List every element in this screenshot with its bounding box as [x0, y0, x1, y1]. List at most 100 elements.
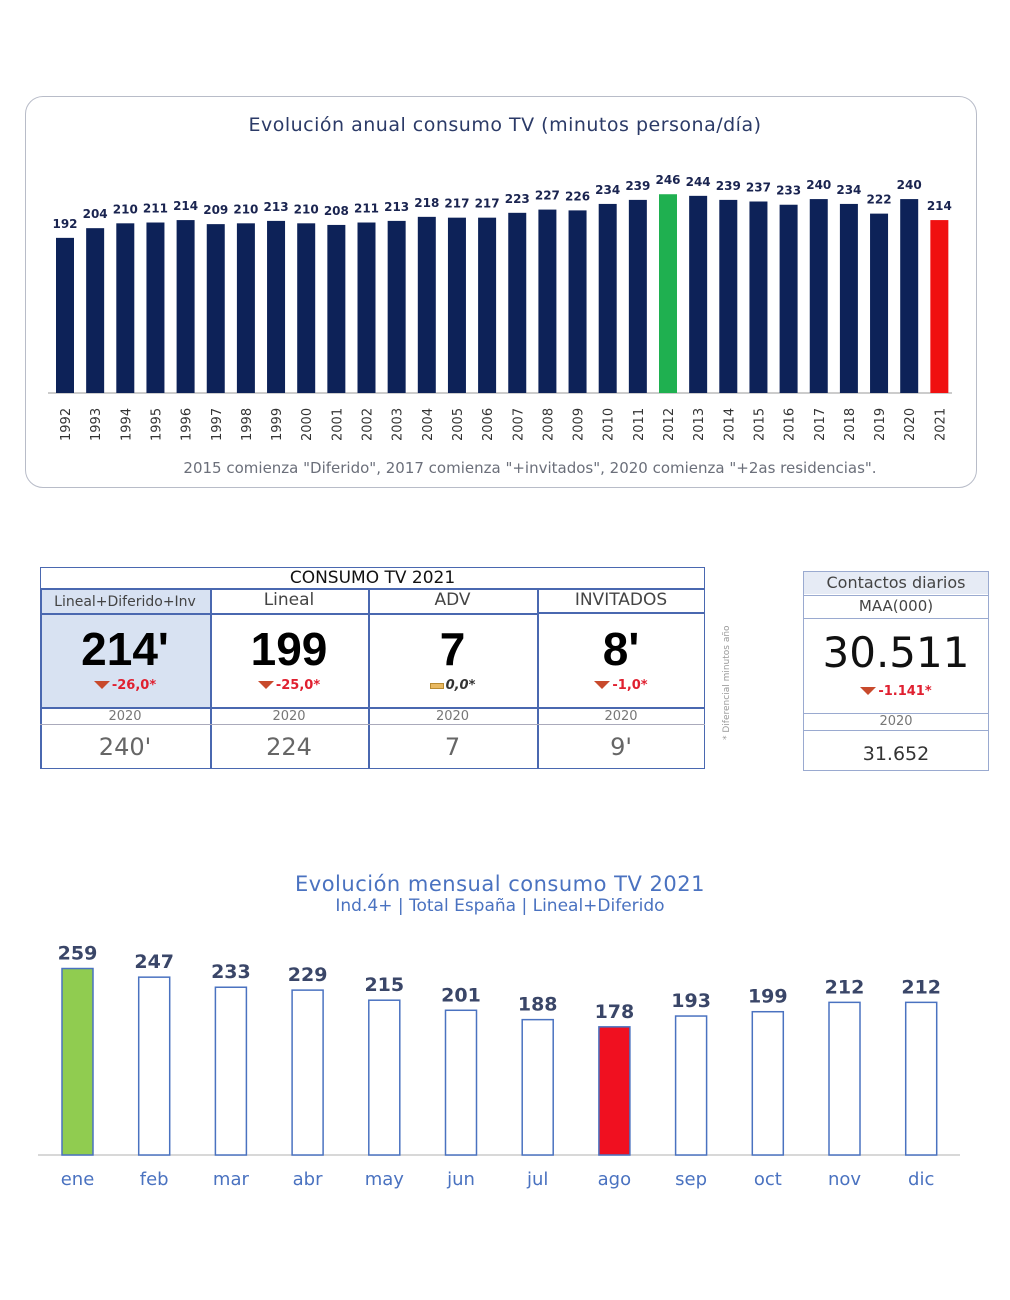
- data-label: 227: [535, 189, 560, 203]
- down-triangle-icon: [257, 681, 274, 689]
- data-label: 217: [444, 197, 469, 211]
- column-header: INVITADOS: [574, 590, 668, 610]
- bar-2002: [357, 222, 376, 393]
- column-prev-value: 224: [266, 733, 312, 761]
- bar-2008: [538, 209, 557, 393]
- tick-label: dic: [908, 1169, 934, 1190]
- tick-label: ago: [598, 1169, 631, 1190]
- tick-label: ene: [61, 1169, 95, 1190]
- column-prev-label: 2020: [108, 709, 142, 724]
- column-delta: -25,0*: [210, 678, 368, 693]
- column-prev-value: 7: [444, 733, 461, 761]
- data-label: 178: [595, 1001, 635, 1023]
- contactos-prev-label: 2020: [879, 714, 913, 729]
- bar-1997: [206, 224, 225, 393]
- bar-dic: [904, 1001, 938, 1156]
- tick-label: 2021: [933, 408, 948, 441]
- bar-2015: [749, 201, 768, 393]
- bar-ene: [61, 967, 94, 1156]
- tick-label: 1995: [149, 408, 164, 441]
- bar-2013: [689, 195, 708, 393]
- column-value: 7: [439, 623, 466, 675]
- data-label: 259: [58, 943, 98, 965]
- bar-2006: [478, 217, 497, 393]
- data-label: 210: [113, 202, 138, 216]
- column-prev-label: 2020: [272, 709, 306, 724]
- tick-label: 2002: [361, 408, 376, 441]
- contactos-value: 30.511: [822, 628, 970, 677]
- tick-label: 1994: [119, 408, 134, 441]
- data-label: 192: [52, 217, 77, 231]
- column-header: Lineal: [263, 590, 315, 610]
- tick-label: nov: [828, 1169, 861, 1190]
- tick-label: 2008: [541, 408, 556, 441]
- tick-label: 2003: [391, 408, 406, 441]
- bar-2005: [447, 217, 466, 393]
- contactos-title: Contactos diarios: [826, 573, 966, 592]
- bar-2007: [508, 212, 527, 393]
- data-label: 213: [264, 200, 289, 214]
- tick-label: 1992: [59, 408, 74, 441]
- data-label: 208: [324, 204, 349, 218]
- data-label: 204: [83, 207, 108, 221]
- tick-label: sep: [675, 1169, 707, 1190]
- bar-1998: [236, 223, 255, 393]
- data-label: 210: [294, 202, 319, 216]
- tick-label: 2020: [903, 408, 918, 441]
- tick-label: 1996: [180, 408, 195, 441]
- data-label: 212: [901, 976, 941, 998]
- bar-2012: [659, 194, 677, 393]
- bar-nov: [828, 1001, 861, 1156]
- contactos-delta: -1.141*: [803, 684, 989, 699]
- bar-1992: [56, 237, 74, 393]
- column-value: 8': [602, 623, 640, 675]
- column-prev-value: 240': [98, 733, 152, 761]
- bar-1993: [86, 228, 105, 393]
- data-label: 222: [867, 193, 892, 207]
- bar-2011: [628, 199, 647, 393]
- data-label: 212: [825, 976, 865, 998]
- tick-label: jun: [446, 1169, 475, 1190]
- annual-chart: 192 1992 204 1993 210 1994 211 1995 214 1996 209 19…: [48, 173, 952, 441]
- bar-2019: [870, 213, 889, 393]
- data-label: 210: [233, 202, 258, 216]
- bar-2021: [930, 220, 949, 393]
- contactos-card: [803, 571, 989, 771]
- data-label: 213: [384, 200, 409, 214]
- data-label: 188: [518, 994, 558, 1016]
- tick-label: 2012: [662, 408, 677, 441]
- bar-2009: [568, 210, 587, 393]
- bar-1999: [267, 220, 286, 393]
- tick-label: 2010: [602, 408, 617, 441]
- data-label: 226: [565, 189, 590, 203]
- data-label: 233: [211, 961, 251, 983]
- bar-2003: [387, 220, 406, 393]
- data-label: 233: [776, 184, 801, 198]
- tick-label: 2013: [692, 408, 707, 441]
- bar-1995: [146, 222, 165, 393]
- bar-2000: [297, 223, 316, 393]
- data-label: 218: [414, 196, 439, 210]
- tick-label: 2006: [481, 408, 496, 441]
- column-delta: 0,0*: [368, 678, 537, 693]
- annual-chart-note: 2015 comienza "Diferido", 2017 comienza …: [183, 459, 877, 477]
- data-label: 211: [143, 202, 168, 216]
- consumo-title: CONSUMO TV 2021: [289, 568, 456, 588]
- annual-chart-card: [25, 96, 977, 488]
- data-label: 237: [746, 181, 771, 195]
- bar-jun: [444, 1009, 478, 1156]
- contactos-prev-value: 31.652: [862, 743, 930, 765]
- data-label: 244: [686, 175, 711, 189]
- column-prev-value: 9': [610, 733, 632, 761]
- tick-label: 1993: [89, 408, 104, 441]
- monthly-chart-subtitle: Ind.4+ | Total España | Lineal+Diferido: [335, 896, 665, 916]
- data-label: 239: [625, 179, 650, 193]
- data-label: 229: [288, 964, 328, 986]
- bar-may: [368, 999, 401, 1156]
- bar-oct: [751, 1010, 785, 1156]
- annual-chart-title: Evolución anual consumo TV (minutos pers…: [248, 114, 762, 136]
- data-label: 240: [806, 178, 831, 192]
- monthly-chart-title: Evolución mensual consumo TV 2021: [295, 872, 705, 896]
- bar-1996: [176, 220, 195, 393]
